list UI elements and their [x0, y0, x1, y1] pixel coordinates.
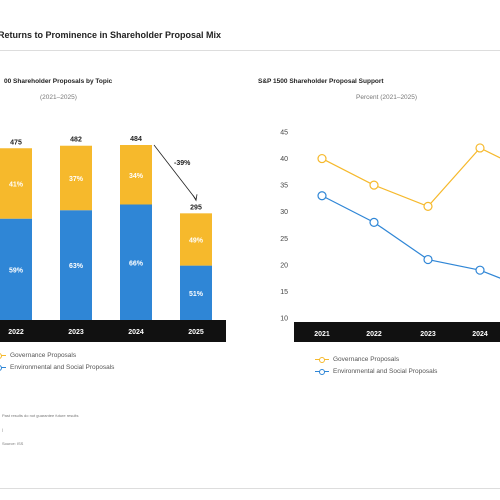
bar-segment-governance: [60, 145, 92, 211]
line-legend-label-governance: Governance Proposals: [333, 356, 400, 363]
footnote-1: Past results do not guarantee future res…: [2, 413, 79, 418]
change-arrow: [153, 144, 197, 200]
x-tick-label: 2022: [8, 329, 24, 336]
data-label-governance: 37%: [69, 176, 84, 183]
bottom-divider: [0, 488, 500, 489]
legend-item-governance: Governance Proposals: [0, 352, 114, 359]
change-arrowhead: [192, 194, 198, 202]
bar-segment-governance: [120, 145, 152, 205]
line-chart-title: S&P 1500 Shareholder Proposal Support: [258, 78, 384, 85]
bar-chart: 59% 41% 475 63% 37% 482 66% 34% 484 51% 49% 295 2022…: [0, 136, 226, 342]
title-divider: [0, 50, 500, 51]
series-line-environmental-social: [321, 195, 500, 279]
x-axis-band: [0, 320, 226, 342]
line-legend: Governance Proposals Environmental and S…: [315, 356, 437, 375]
data-point-governance: [369, 180, 379, 190]
data-label-governance: 49%: [189, 237, 204, 244]
line-legend-item-governance: Governance Proposals: [315, 356, 437, 363]
data-point-governance: [317, 153, 327, 164]
y-tick-label: 45: [280, 130, 288, 137]
series-line-governance: [321, 147, 500, 208]
line-legend-swatch-environmental-social: [315, 368, 329, 375]
bar-segment-environmental-social: [60, 210, 92, 320]
x-tick-label: 2022: [366, 331, 382, 338]
legend-swatch-governance: [0, 352, 6, 359]
bar-legend: Governance Proposals Environmental and S…: [0, 352, 114, 371]
main-title: Returns to Prominence in Shareholder Pro…: [0, 30, 222, 40]
y-tick-label: 30: [280, 209, 288, 216]
change-annotation: -39%: [174, 160, 191, 167]
bar-segment-environmental-social: [120, 204, 152, 320]
data-label-environmental-social: 63%: [69, 263, 84, 270]
data-label-environmental-social: 59%: [9, 267, 24, 274]
line-legend-label-environmental-social: Environmental and Social Proposals: [333, 368, 438, 375]
data-label-governance: 34%: [129, 173, 144, 180]
x-tick-label: 2024: [472, 331, 488, 338]
y-tick-label: 10: [280, 316, 288, 323]
data-label-environmental-social: 51%: [189, 291, 204, 298]
data-point-environmental-social: [423, 254, 433, 265]
y-tick-label: 25: [280, 236, 288, 243]
bar-chart-title: 00 Shareholder Proposals by Topic: [4, 78, 113, 85]
x-tick-label: 2021: [314, 331, 330, 338]
legend-swatch-environmental-social: [0, 364, 6, 371]
line-legend-swatch-governance: [315, 356, 329, 363]
x-tick-label: 2025: [188, 329, 204, 336]
bar-total-label: 482: [70, 137, 82, 144]
y-tick-label: 15: [280, 289, 288, 296]
bar-segment-governance: [180, 213, 212, 266]
x-tick-label: 2023: [68, 329, 84, 336]
bar-total-label: 484: [130, 136, 142, 143]
legend-label-environmental-social: Environmental and Social Proposals: [10, 364, 115, 371]
data-label-governance: 41%: [9, 181, 24, 188]
footnote-3: Source: ISS: [2, 441, 24, 446]
line-legend-item-environmental-social: Environmental and Social Proposals: [315, 368, 437, 375]
legend-item-environmental-social: Environmental and Social Proposals: [0, 364, 114, 371]
footnote-2: |: [2, 427, 4, 432]
data-point-governance: [475, 143, 485, 153]
line-chart: 10 15 20 25 30 35 40 45 2021 2022 2023 2024: [280, 130, 500, 342]
legend-label-governance: Governance Proposals: [10, 352, 77, 359]
bar-chart-subtitle: (2021–2025): [40, 94, 77, 101]
bar-total-label: 475: [10, 139, 22, 146]
data-point-environmental-social: [369, 217, 379, 227]
data-point-environmental-social: [475, 265, 485, 275]
y-tick-label: 35: [280, 183, 288, 190]
bar-total-label: 295: [190, 204, 202, 211]
data-label-environmental-social: 66%: [129, 260, 144, 267]
x-tick-label: 2024: [128, 329, 144, 336]
bar-segment-environmental-social: [180, 265, 212, 320]
x-axis-band: [294, 322, 500, 342]
y-tick-label: 20: [280, 262, 288, 269]
bar-segment-environmental-social: [0, 218, 32, 320]
x-tick-label: 2023: [420, 331, 436, 338]
y-tick-label: 40: [280, 156, 288, 163]
line-chart-subtitle: Percent (2021–2025): [356, 94, 418, 101]
data-point-governance: [423, 201, 433, 212]
bar-segment-governance: [0, 148, 32, 219]
data-point-environmental-social: [317, 191, 327, 201]
